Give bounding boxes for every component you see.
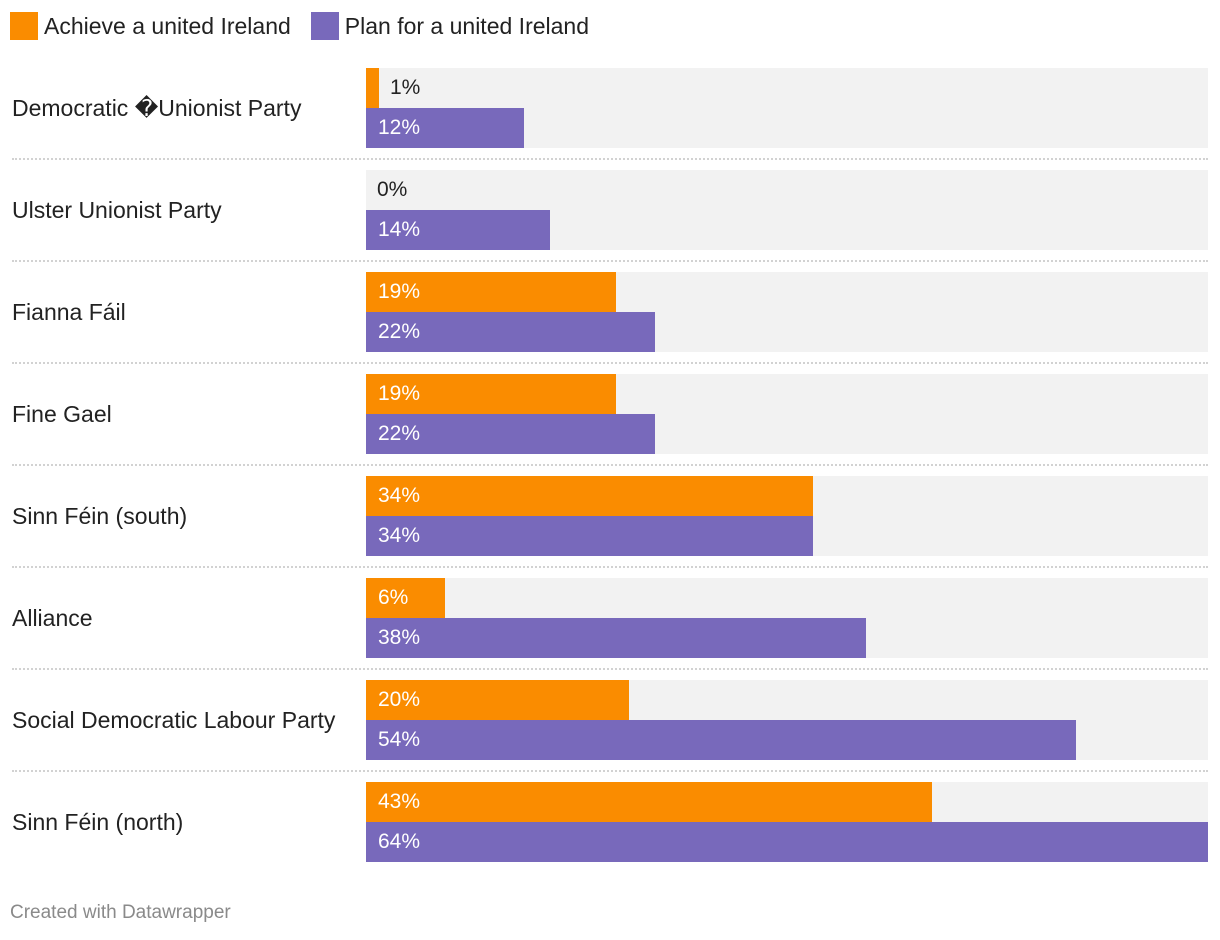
value-label: 38%	[378, 626, 421, 649]
value-label: 34%	[378, 484, 421, 507]
chart-row: Democratic �Unionist Party 1% 12%	[12, 68, 1208, 170]
value-label: 1%	[390, 76, 421, 99]
legend-item-0: Achieve a united Ireland	[10, 12, 291, 40]
bar-track: 43% 64%	[366, 782, 1208, 862]
bar-track: 19% 22%	[366, 272, 1208, 352]
bar-track: 6% 38%	[366, 578, 1208, 658]
value-label: 19%	[378, 382, 421, 405]
value-label: 54%	[378, 728, 421, 751]
bar-plan	[366, 618, 866, 658]
bar-plan	[366, 108, 524, 148]
bar-track: 19% 22%	[366, 374, 1208, 454]
value-label: 6%	[378, 586, 409, 609]
bar-track: 1% 12%	[366, 68, 1208, 148]
legend-swatch	[10, 12, 38, 40]
bar-achieve	[366, 680, 629, 720]
category-label: Fine Gael	[12, 401, 112, 427]
bar-chart: Democratic �Unionist Party 1% 12% Ulster Un…	[12, 68, 1208, 884]
chart-row: Fine Gael 19% 22%	[12, 374, 1208, 476]
bar-plan	[366, 720, 1076, 760]
value-label: 20%	[378, 688, 421, 711]
row-divider	[12, 566, 1208, 568]
bar-achieve	[366, 476, 813, 516]
row-divider	[12, 260, 1208, 262]
bar-plan	[366, 210, 550, 250]
value-label: 22%	[378, 320, 421, 343]
legend-swatch	[310, 12, 339, 40]
value-label: 43%	[378, 790, 421, 813]
chart-row: Fianna Fáil 19% 22%	[12, 272, 1208, 374]
category-label: Democratic �Unionist Party	[12, 95, 302, 121]
row-divider	[12, 770, 1208, 772]
legend-item-1: Plan for a united Ireland	[310, 12, 589, 40]
category-label: Sinn Féin (south)	[12, 503, 188, 529]
bar-track: 34% 34%	[366, 476, 1208, 556]
category-label: Ulster Unionist Party	[12, 197, 222, 223]
value-label: 12%	[378, 116, 421, 139]
bar-achieve	[366, 578, 445, 618]
value-label: 0%	[377, 178, 408, 201]
row-divider	[12, 668, 1208, 670]
legend: Achieve a united Ireland Plan for a unite…	[10, 10, 609, 42]
bar-achieve	[366, 272, 616, 312]
bar-achieve	[366, 68, 379, 108]
category-label: Alliance	[12, 605, 93, 631]
chart-row: Social Democratic Labour Party 20% 54%	[12, 680, 1208, 782]
value-label: 14%	[378, 218, 421, 241]
chart-row: Alliance 6% 38%	[12, 578, 1208, 680]
chart-row: Sinn Féin (south) 34% 34%	[12, 476, 1208, 578]
legend-label: Achieve a united Ireland	[44, 12, 291, 39]
bar-track: 0% 14%	[366, 170, 1208, 250]
bar-achieve	[366, 782, 932, 822]
bar-plan	[366, 414, 655, 454]
bar-plan	[366, 312, 655, 352]
row-divider	[12, 464, 1208, 466]
bar-plan	[366, 516, 813, 556]
value-label: 22%	[378, 422, 421, 445]
value-label: 19%	[378, 280, 421, 303]
value-label: 34%	[378, 524, 421, 547]
legend-label: Plan for a united Ireland	[344, 12, 589, 39]
chart-row: Ulster Unionist Party 0% 14%	[12, 170, 1208, 272]
bar-track: 20% 54%	[366, 680, 1208, 760]
credit-text: Created with Datawrapper	[10, 902, 231, 923]
category-label: Sinn Féin (north)	[12, 809, 184, 835]
bar-achieve	[366, 374, 616, 414]
category-label: Social Democratic Labour Party	[12, 707, 336, 733]
row-divider	[12, 362, 1208, 364]
chart-row: Sinn Féin (north) 43% 64%	[12, 782, 1208, 884]
value-label: 64%	[378, 830, 421, 853]
category-label: Fianna Fáil	[12, 299, 126, 325]
row-divider	[12, 158, 1208, 160]
bar-plan	[366, 822, 1208, 862]
